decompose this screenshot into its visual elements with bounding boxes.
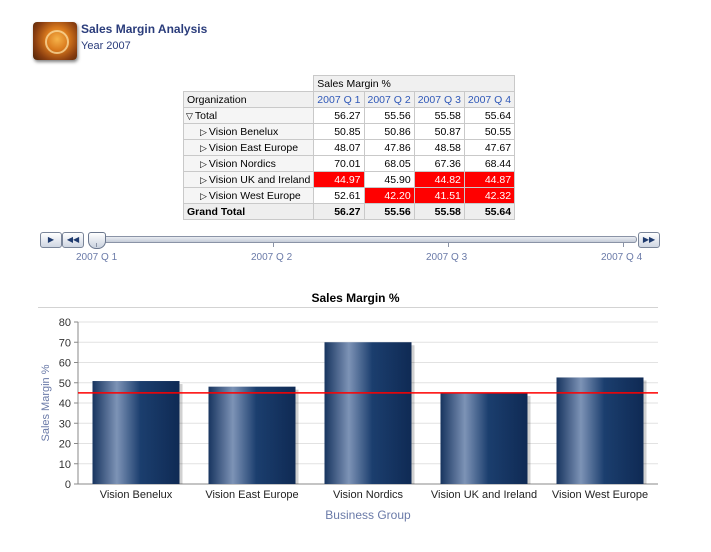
x-tick-label: Vision East Europe — [205, 489, 298, 501]
fast-forward-button[interactable]: ▶▶ — [638, 232, 660, 248]
row-label-text: Vision West Europe — [208, 189, 301, 202]
slider-tick — [96, 243, 97, 247]
expand-icon[interactable]: ▷ — [200, 142, 207, 153]
y-tick-label: 10 — [59, 459, 71, 471]
y-tick-label: 50 — [59, 378, 71, 390]
row-label[interactable]: ▽ Total — [182, 107, 315, 124]
y-tick-label: 60 — [59, 358, 71, 370]
grand-total-cell: 55.64 — [463, 203, 516, 220]
y-tick-label: 0 — [65, 479, 71, 491]
chart-title: Sales Margin % — [311, 291, 400, 305]
row-label-text: Vision Nordics — [208, 157, 276, 170]
x-tick-label: Vision West Europe — [552, 489, 648, 501]
y-tick-label: 30 — [59, 418, 71, 430]
row-label-text: Total — [194, 109, 218, 122]
chart-separator — [38, 307, 658, 308]
row-label[interactable]: ▷ Vision West Europe — [182, 187, 315, 204]
slider-label-q2[interactable]: 2007 Q 2 — [251, 252, 293, 263]
rewind-icon: ◀◀ — [66, 235, 80, 244]
pivot-cell: 44.87 — [463, 171, 516, 188]
pivot-row: ▽ Total 56.27 55.56 55.58 55.64 — [182, 107, 516, 124]
pivot-cell: 42.32 — [463, 187, 516, 204]
pivot-cell: 44.82 — [413, 171, 465, 188]
grand-total-cell: 55.56 — [363, 203, 415, 220]
slider-label-q4[interactable]: 2007 Q 4 — [601, 252, 643, 263]
fast-forward-icon: ▶▶ — [642, 235, 656, 244]
pivot-cell: 55.64 — [463, 107, 516, 124]
page-title: Sales Margin Analysis — [81, 22, 208, 36]
expand-icon[interactable]: ▷ — [200, 158, 207, 169]
grand-total-cell: 55.58 — [413, 203, 465, 220]
bar — [556, 377, 644, 484]
page-subtitle: Year 2007 — [81, 40, 131, 52]
pivot-row: ▷ Vision UK and Ireland 44.97 45.90 44.82 44.… — [182, 171, 516, 188]
grand-total-row: Grand Total 56.27 55.56 55.58 55.64 — [182, 203, 516, 220]
slider-tick — [273, 243, 274, 247]
row-label[interactable]: ▷ Vision UK and Ireland — [182, 171, 315, 188]
play-icon: ▶ — [47, 235, 55, 244]
bar — [92, 381, 180, 484]
play-button[interactable]: ▶ — [40, 232, 62, 248]
row-label-text: Vision UK and Ireland — [208, 173, 311, 186]
slider-tick — [448, 243, 449, 247]
collapse-icon[interactable]: ▽ — [186, 110, 193, 121]
quarter-slider: ▶ ◀◀ ▶▶ 2007 Q 1 2007 Q 2 2007 Q 3 2007 … — [40, 232, 662, 270]
pivot-cell: 52.61 — [313, 187, 365, 204]
x-tick-label: Vision UK and Ireland — [431, 489, 537, 501]
x-axis-title: Business Group — [325, 508, 411, 522]
row-label-text: Vision Benelux — [208, 125, 279, 138]
slider-label-q1[interactable]: 2007 Q 1 — [76, 252, 118, 263]
expand-icon[interactable]: ▷ — [200, 174, 207, 185]
expand-icon[interactable]: ▷ — [200, 126, 207, 137]
row-label[interactable]: ▷ Vision East Europe — [182, 139, 315, 156]
row-label-text: Vision East Europe — [208, 141, 299, 154]
pivot-table: Sales Margin % Organization 2007 Q 1 200… — [182, 75, 516, 220]
slider-thumb[interactable] — [88, 232, 106, 249]
pivot-cell: 47.67 — [463, 139, 516, 156]
row-label[interactable]: ▷ Vision Benelux — [182, 123, 315, 140]
pivot-cell: 55.56 — [363, 107, 415, 124]
y-tick-label: 40 — [59, 398, 71, 410]
bar — [440, 392, 528, 484]
pivot-cell: 56.27 — [313, 107, 365, 124]
rewind-button[interactable]: ◀◀ — [62, 232, 84, 248]
slider-tick — [623, 243, 624, 247]
row-label[interactable]: ▷ Vision Nordics — [182, 155, 315, 172]
x-tick-label: Vision Benelux — [100, 489, 173, 501]
y-tick-label: 80 — [59, 317, 71, 329]
column-header-q4[interactable]: 2007 Q 4 — [463, 91, 516, 108]
x-tick-label: Vision Nordics — [333, 489, 404, 501]
pivot-cell: 55.58 — [413, 107, 465, 124]
bar — [208, 386, 296, 484]
slider-label-q3[interactable]: 2007 Q 3 — [426, 252, 468, 263]
pivot-cell: 50.55 — [463, 123, 516, 140]
expand-icon[interactable]: ▷ — [200, 190, 207, 201]
bar — [324, 342, 412, 484]
pivot-row: ▷ Vision East Europe 48.07 47.86 48.58 47.67 — [182, 139, 516, 156]
y-tick-label: 20 — [59, 439, 71, 451]
pivot-row: ▷ Vision Benelux 50.85 50.86 50.87 50.55 — [182, 123, 516, 140]
column-header-q3[interactable]: 2007 Q 3 — [413, 91, 465, 108]
grand-total-cell: 56.27 — [313, 203, 365, 220]
pivot-cell: 50.85 — [313, 123, 365, 140]
pivot-cell: 48.07 — [313, 139, 365, 156]
y-axis-title: Sales Margin % — [40, 364, 52, 441]
y-tick-label: 70 — [59, 337, 71, 349]
pivot-cell: 44.97 — [313, 171, 365, 188]
grand-total-label: Grand Total — [182, 203, 315, 220]
app-logo — [33, 22, 77, 60]
